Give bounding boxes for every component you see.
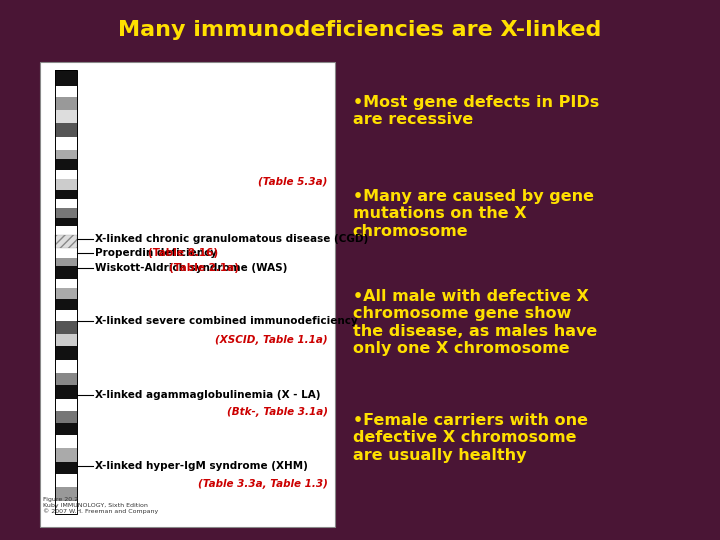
Text: Wiskott-Aldrich syndrome (WAS): Wiskott-Aldrich syndrome (WAS) [95,263,291,273]
Bar [55,110,77,124]
Bar [55,288,77,299]
Bar [55,321,77,334]
Bar [55,501,77,514]
Bar [55,423,77,435]
Text: X-linked hyper-IgM syndrome (XHM): X-linked hyper-IgM syndrome (XHM) [95,461,308,471]
Bar [55,170,77,179]
Text: •Most gene defects in PIDs
are recessive: •Most gene defects in PIDs are recessive [353,94,599,127]
Bar [55,159,77,170]
Bar [55,218,77,226]
Bar [55,462,77,474]
Text: Many immunodeficiencies are X-linked: Many immunodeficiencies are X-linked [118,19,602,40]
Text: •Female carriers with one
defective X chromosome
are usually healthy: •Female carriers with one defective X ch… [353,413,588,463]
Bar [40,62,335,526]
Bar [55,190,77,199]
Bar [55,179,77,190]
Bar [55,373,77,386]
Bar [55,258,77,266]
Bar [55,248,77,258]
Bar [55,488,77,501]
Bar [55,346,77,360]
Bar [55,70,77,514]
Bar [55,435,77,448]
Bar [55,124,77,137]
Bar [55,386,77,399]
Bar [55,70,77,86]
Bar [55,310,77,321]
Text: (Table 8.16): (Table 8.16) [148,248,218,258]
Bar [55,411,77,423]
Bar [55,399,77,411]
Text: •Many are caused by gene
mutations on the X
chromosome: •Many are caused by gene mutations on th… [353,189,594,239]
Text: Figure 20.2
Kuby IMMUNOLOGY, Sixth Edition
© 2007 W.H. Freeman and Company: Figure 20.2 Kuby IMMUNOLOGY, Sixth Editi… [43,497,158,514]
Bar [55,208,77,218]
Text: (Table 5.3a): (Table 5.3a) [258,176,328,186]
Bar [55,150,77,159]
Text: (Btk-, Table 3.1a): (Btk-, Table 3.1a) [227,407,328,417]
Bar [55,97,77,110]
Text: Properdin deficiency: Properdin deficiency [95,248,225,258]
Bar [55,279,77,288]
Bar [55,266,77,279]
Text: X-linked chronic granulomatous disease (CGD): X-linked chronic granulomatous disease (… [95,234,369,244]
Bar [55,334,77,346]
Text: (XSCID, Table 1.1a): (XSCID, Table 1.1a) [215,335,328,345]
Bar [55,235,77,248]
Text: X-linked severe combined immunodeficiency: X-linked severe combined immunodeficienc… [95,316,358,326]
Bar [55,137,77,150]
Text: (Table 2.1a): (Table 2.1a) [169,263,239,273]
Text: •All male with defective X
chromosome gene show
the disease, as males have
only : •All male with defective X chromosome ge… [353,289,597,356]
Bar [55,474,77,488]
Bar [55,299,77,310]
Bar [55,448,77,462]
Bar [55,86,77,97]
Bar [55,70,77,514]
Text: X-linked agammaglobulinemia (X - LA): X-linked agammaglobulinemia (X - LA) [95,390,320,400]
Text: (Table 3.3a, Table 1.3): (Table 3.3a, Table 1.3) [198,479,328,489]
Bar [55,226,77,235]
Bar [55,360,77,373]
Bar [55,199,77,208]
